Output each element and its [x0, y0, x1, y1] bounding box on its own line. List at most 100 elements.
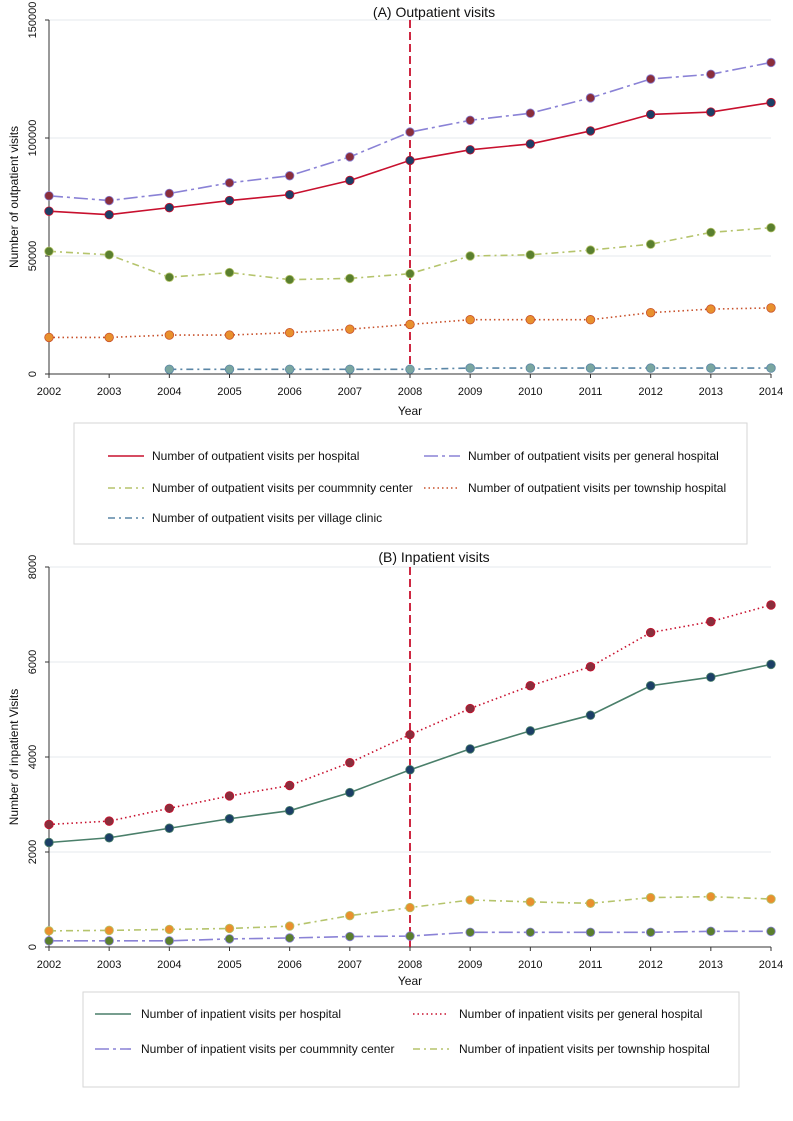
data-point-s5: [164, 364, 175, 374]
data-point-s4: [405, 319, 415, 330]
data-point-s4: [164, 330, 175, 340]
data-point-s2: [766, 57, 776, 68]
y-tick-label: 100000: [27, 120, 39, 157]
data-point-s2: [284, 171, 295, 181]
legend-entry-3: Number of inpatient visits per coummnity…: [141, 1042, 394, 1056]
x-tick-label: 2003: [97, 386, 121, 398]
data-point-s3: [585, 927, 596, 937]
data-point-s5: [766, 363, 776, 373]
data-point-s1: [525, 726, 536, 736]
data-point-s1: [44, 206, 54, 216]
data-point-s4: [44, 926, 54, 936]
data-point-s4: [706, 304, 716, 314]
data-point-s1: [104, 833, 114, 843]
data-point-s5: [525, 363, 536, 373]
data-point-s1: [345, 175, 355, 186]
x-tick-label: 2010: [518, 959, 542, 971]
data-point-s3: [284, 933, 295, 943]
data-point-s3: [766, 222, 776, 233]
x-tick-label: 2008: [398, 386, 422, 398]
data-point-s1: [284, 805, 295, 816]
data-point-s1: [284, 189, 295, 200]
x-tick-label: 2013: [699, 959, 723, 971]
x-tick-label: 2002: [37, 959, 61, 971]
data-point-s3: [405, 269, 415, 279]
data-point-s4: [284, 328, 295, 338]
data-point-s3: [44, 936, 54, 946]
data-point-s2: [465, 115, 475, 126]
data-point-s1: [345, 787, 355, 798]
data-point-s2: [585, 93, 596, 103]
data-point-s2: [525, 108, 536, 118]
x-tick-label: 2004: [157, 959, 181, 971]
data-point-s1: [104, 209, 114, 220]
data-point-s3: [345, 273, 355, 284]
legend-entry-3: Number of outpatient visits per coummnit…: [152, 481, 413, 495]
data-point-s4: [645, 307, 656, 318]
data-point-s4: [104, 332, 114, 343]
data-point-s3: [345, 931, 355, 942]
data-point-s1: [585, 126, 596, 136]
data-point-s3: [706, 227, 716, 238]
data-point-s1: [465, 744, 475, 754]
legend-entry-1: Number of outpatient visits per hospital: [152, 449, 359, 463]
x-tick-label: 2014: [759, 386, 783, 398]
data-point-s2: [345, 758, 355, 768]
data-point-s3: [224, 934, 235, 944]
legend-entry-4: Number of outpatient visits per township…: [468, 481, 726, 495]
data-point-s1: [44, 837, 54, 848]
y-tick-label: 0: [27, 944, 39, 950]
x-tick-label: 2011: [579, 386, 603, 398]
legend-entry-1: Number of inpatient visits per hospital: [141, 1007, 341, 1021]
data-point-s2: [525, 681, 536, 691]
data-point-s2: [706, 69, 716, 79]
data-point-s5: [465, 363, 475, 373]
data-point-s5: [405, 364, 415, 374]
data-point-s4: [525, 897, 536, 907]
data-point-s4: [766, 303, 776, 313]
data-point-s3: [766, 926, 776, 937]
x-tick-label: 2013: [699, 386, 723, 398]
legend-box: [73, 422, 748, 545]
y-tick-label: 2000: [27, 840, 39, 864]
data-point-s2: [224, 178, 235, 188]
data-point-s2: [766, 600, 776, 610]
data-point-s3: [164, 936, 175, 946]
data-point-s3: [645, 239, 656, 249]
data-point-s2: [405, 127, 415, 137]
x-tick-label: 2014: [759, 959, 783, 971]
data-point-s1: [766, 97, 776, 108]
data-point-s4: [224, 923, 235, 934]
data-point-s1: [706, 107, 716, 117]
x-tick-label: 2006: [277, 959, 301, 971]
chart-title: (B) Inpatient visits: [378, 549, 489, 565]
data-point-s5: [706, 363, 716, 373]
data-point-s4: [706, 891, 716, 902]
data-point-s2: [405, 729, 415, 740]
data-point-s4: [345, 910, 355, 921]
legend-box: [82, 991, 740, 1088]
data-point-s2: [645, 627, 656, 638]
x-tick-label: 2011: [579, 959, 603, 971]
x-axis-label: Year: [398, 404, 422, 418]
data-point-s2: [224, 791, 235, 801]
data-point-s1: [164, 202, 175, 213]
data-point-s2: [164, 188, 175, 199]
data-point-s5: [645, 363, 656, 373]
y-axis-label: Number of inpatient Visits: [7, 689, 21, 826]
data-point-s3: [645, 927, 656, 937]
data-point-s3: [224, 267, 235, 278]
data-point-s3: [585, 245, 596, 255]
data-point-s4: [465, 895, 475, 905]
data-point-s3: [465, 251, 475, 261]
data-point-s1: [706, 672, 716, 682]
data-point-s4: [405, 902, 415, 913]
data-point-s4: [44, 332, 54, 343]
x-tick-label: 2004: [157, 386, 181, 398]
y-axis-label: Number of outpatient visits: [7, 126, 21, 268]
data-point-s4: [766, 894, 776, 904]
data-point-s2: [585, 662, 596, 672]
data-point-s2: [645, 74, 656, 84]
